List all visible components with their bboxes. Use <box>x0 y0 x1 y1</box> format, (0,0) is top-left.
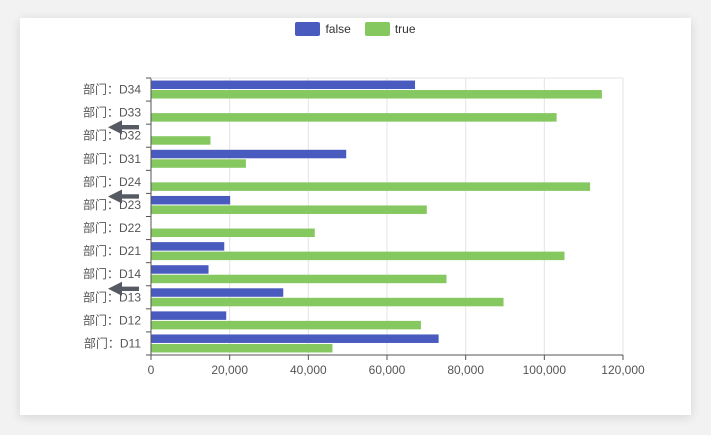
bar-true <box>151 343 333 353</box>
x-tick-label: 80,000 <box>447 363 484 377</box>
bar-true <box>151 90 602 99</box>
y-tick-label: 部门：D11 <box>84 335 141 350</box>
legend-label-true: true <box>394 22 416 36</box>
x-tick-label: 0 <box>148 363 155 377</box>
bar-true <box>151 320 421 330</box>
y-tick-label: 部门：D33 <box>83 105 141 120</box>
bar-true <box>151 274 447 284</box>
y-tick-label: 部门：D34 <box>83 82 141 97</box>
bar-false <box>151 288 284 297</box>
bar-false <box>151 242 225 251</box>
legend-item-false[interactable]: false <box>295 22 351 36</box>
y-tick-label: 部门：D13 <box>83 289 141 304</box>
x-tick-label: 20,000 <box>211 363 248 377</box>
bar-true <box>151 251 565 261</box>
left-arrow-icon <box>108 281 139 296</box>
bar-true <box>151 205 427 214</box>
bar-true <box>151 136 211 145</box>
legend-swatch-false <box>295 22 321 36</box>
y-tick-label: 部门：D12 <box>83 312 141 327</box>
bar-true <box>151 228 315 238</box>
legend-swatch-true <box>364 22 390 36</box>
legend-label-false: false <box>325 22 351 36</box>
x-tick-label: 60,000 <box>369 363 406 377</box>
left-arrow-icon <box>108 189 139 204</box>
chart-legend: false true <box>0 22 711 36</box>
bar-true <box>151 297 504 307</box>
bar-false <box>151 80 416 90</box>
x-tick-label: 100,000 <box>523 363 567 377</box>
bar-false <box>151 149 347 159</box>
y-tick-label: 部门：D14 <box>83 266 141 281</box>
y-tick-label: 部门：D23 <box>83 197 141 212</box>
y-tick-label: 部门：D31 <box>83 151 141 166</box>
x-tick-label: 40,000 <box>290 363 327 377</box>
bar-false <box>151 195 231 205</box>
bar-false <box>151 265 209 274</box>
bar-true <box>151 113 557 122</box>
y-tick-label: 部门：D24 <box>83 174 141 189</box>
x-tick-label: 120,000 <box>601 363 645 377</box>
legend-item-true[interactable]: true <box>364 22 416 36</box>
y-tick-label: 部门：D22 <box>83 220 141 235</box>
bar-false <box>151 311 227 320</box>
left-arrow-icon <box>108 120 139 135</box>
y-tick-label: 部门：D32 <box>83 128 141 143</box>
bar-true <box>151 159 246 168</box>
bar-false <box>151 334 439 343</box>
bar-true <box>151 182 591 191</box>
y-tick-label: 部门：D21 <box>83 243 141 258</box>
